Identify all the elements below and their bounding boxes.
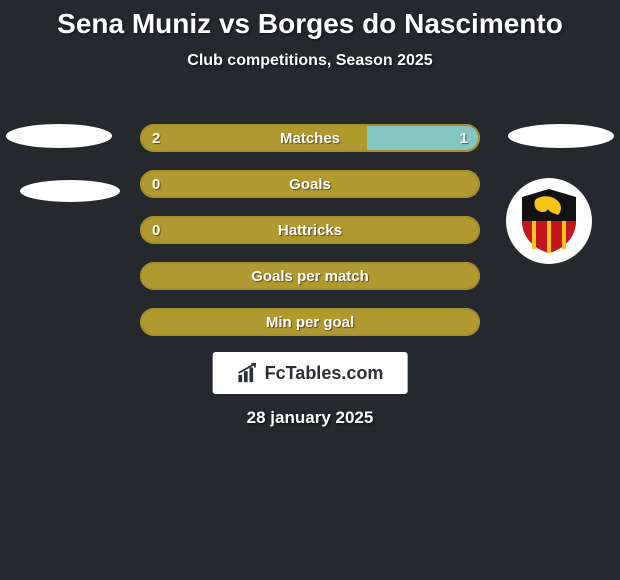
stat-rows: Matches21Goals0Hattricks0Goals per match… [140, 124, 480, 354]
player-left-avatar-placeholder-2 [20, 180, 120, 202]
stat-row: Min per goal [140, 308, 480, 336]
stat-label: Min per goal [140, 314, 480, 331]
brand-text: FcTables.com [265, 363, 384, 384]
date-text: 28 january 2025 [0, 408, 620, 428]
brand-bars-icon [237, 362, 259, 384]
stat-label: Matches [140, 130, 480, 147]
stat-row: Matches2 1 [140, 124, 480, 152]
stat-row: Hattricks0 [140, 216, 480, 244]
stat-label: Goals [140, 176, 480, 193]
brand-box: FcTables.com [213, 352, 408, 394]
stat-label: Goals per match [140, 268, 480, 285]
stat-value-left: 0 [152, 222, 160, 239]
content-root: Sena Muniz vs Borges do Nascimento Club … [0, 0, 620, 580]
stat-label: Hattricks [140, 222, 480, 239]
club-shield-icon [518, 187, 580, 255]
player-left-avatar-placeholder [6, 124, 112, 148]
stat-value-right: 1 [460, 130, 468, 147]
player-right-avatar-placeholder [508, 124, 614, 148]
page-subtitle: Club competitions, Season 2025 [0, 52, 620, 70]
stat-row: Goals per match [140, 262, 480, 290]
club-logo [506, 178, 592, 264]
page-title: Sena Muniz vs Borges do Nascimento [0, 0, 620, 40]
stat-row: Goals0 [140, 170, 480, 198]
stat-value-left: 0 [152, 176, 160, 193]
stat-value-left: 2 [152, 130, 160, 147]
